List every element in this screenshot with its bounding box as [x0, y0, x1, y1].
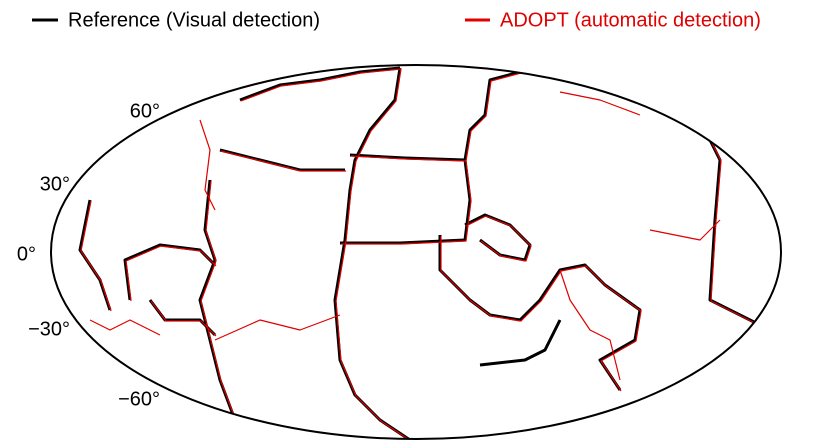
adopt-boundaries — [80, 68, 762, 439]
plate-boundaries — [78, 66, 762, 439]
legend: Reference (Visual detection) ADOPT (auto… — [32, 9, 761, 31]
latitude-label: −60° — [118, 388, 160, 410]
latitude-label: 60° — [130, 100, 160, 122]
globe-outline — [50, 64, 782, 440]
legend-label: ADOPT (automatic detection) — [500, 9, 761, 31]
latitude-labels: 60° 30° 0° −30° −60° — [17, 100, 160, 410]
latitude-label: 30° — [40, 173, 70, 195]
reference-boundaries — [78, 66, 761, 439]
legend-label: Reference (Visual detection) — [68, 9, 320, 31]
latitude-label: −30° — [28, 318, 70, 340]
latitude-label: 0° — [17, 243, 36, 265]
